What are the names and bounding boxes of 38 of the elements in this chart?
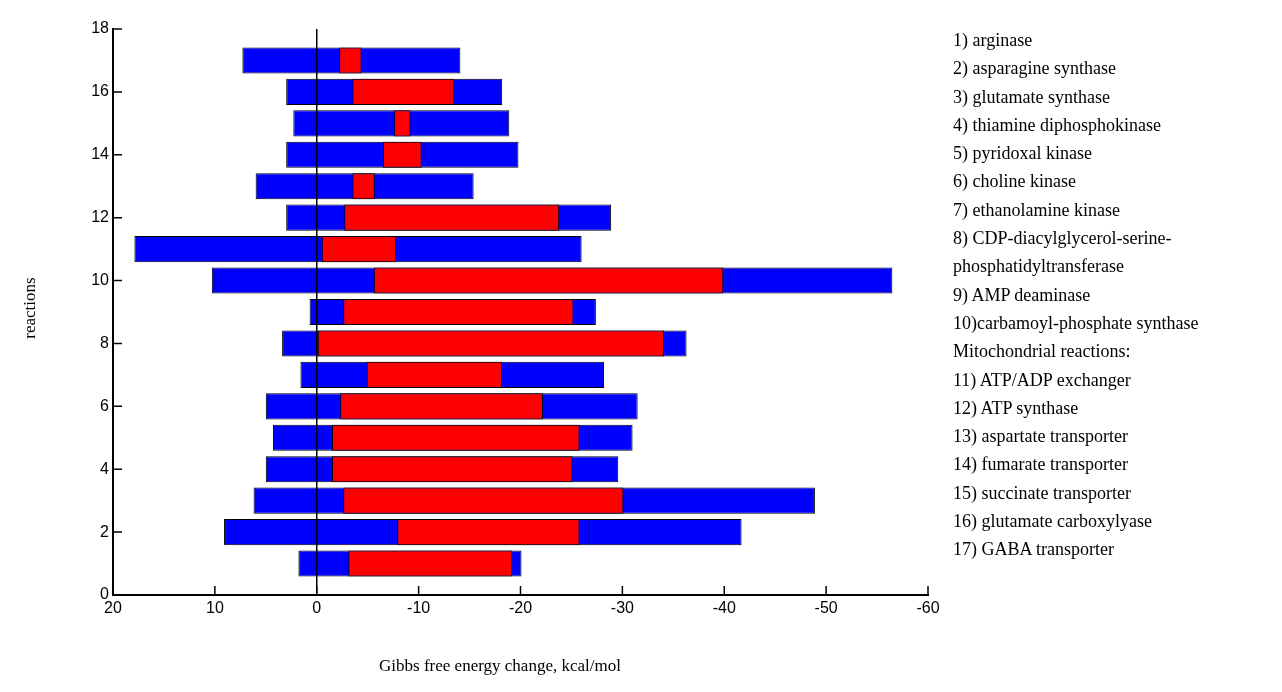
y-tick-label: 4	[100, 459, 110, 477]
text: 7) ethanolamine kinase	[953, 198, 1121, 222]
text: 16) glutamate carboxylyase	[953, 510, 1153, 534]
text: 17) GABA transporter	[953, 538, 1115, 562]
y-tick-label: 14	[91, 145, 110, 163]
text: 15) succinate transporter	[953, 481, 1132, 505]
text: 2) asparagine synthase	[953, 57, 1117, 81]
y-tick-label: 16	[91, 82, 110, 100]
text: 1) arginase	[953, 29, 1034, 52]
y-tick-label: 12	[91, 208, 110, 226]
x-tick-label: 0	[312, 599, 322, 617]
y-tick-label: 6	[100, 396, 110, 414]
text: 13) aspartate transporter	[953, 425, 1129, 449]
text: 10)carbamoyl-phosphate synthase	[953, 311, 1200, 335]
text: 12) ATP synthase	[953, 396, 1080, 420]
text: 5) pyridoxal kinase	[953, 142, 1093, 166]
text: 9) AMP deaminase	[953, 283, 1092, 307]
x-tick-label: -40	[712, 599, 736, 617]
text: 11) ATP/ADP exchanger	[953, 368, 1132, 392]
text: 6) choline kinase	[953, 170, 1077, 194]
x-tick-label: 20	[104, 599, 122, 617]
x-axis-title: Gibbs free energy change, kcal/mol	[378, 656, 622, 676]
x-tick-label: -60	[916, 599, 940, 617]
text: 3) glutamate synthase	[953, 85, 1111, 109]
y-tick-label: 10	[91, 270, 110, 288]
x-tick-label: 10	[205, 599, 224, 617]
text: Mitochondrial reactions:	[953, 340, 1132, 364]
text: 4) thiamine diphosphokinase	[953, 113, 1162, 137]
y-tick-label: 2	[100, 522, 110, 540]
x-tick-label: -10	[407, 599, 431, 617]
x-tick-label: -50	[814, 599, 838, 617]
x-tick-label: -30	[610, 599, 635, 617]
text: 8) CDP-diacylglycerol-serine-phosphatidyltransferase	[953, 227, 1173, 279]
y-tick-label: 18	[91, 19, 110, 37]
x-tick-label: -20	[508, 599, 533, 617]
y-tick-label: 8	[100, 333, 110, 351]
text: 14) fumarate transporter	[953, 453, 1129, 477]
y-axis-title: reactions	[20, 276, 40, 341]
